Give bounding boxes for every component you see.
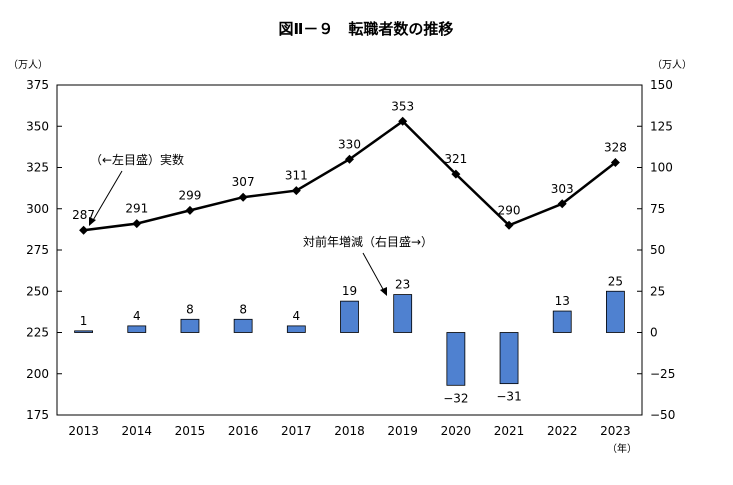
bar: [127, 325, 147, 333]
right-tick-label: 75: [650, 202, 665, 216]
left-axis-unit: （万人）: [8, 59, 48, 71]
right-tick-label: 100: [650, 161, 673, 175]
bar-annotation-arrow: [362, 252, 385, 292]
x-tick-label: 2022: [547, 424, 578, 438]
line-series: [79, 116, 620, 235]
left-tick-label: 300: [26, 202, 49, 216]
x-tick-label: 2020: [441, 424, 472, 438]
line-point: [610, 158, 620, 168]
line-annotation-arrow: [91, 170, 123, 223]
bar-value-label: 1: [80, 314, 88, 328]
line-value-label: 303: [551, 182, 574, 196]
x-tick-label: 2015: [175, 424, 206, 438]
bar: [446, 332, 466, 386]
x-tick-label: 2021: [494, 424, 525, 438]
left-tick-label: 175: [26, 408, 49, 422]
line-annotation: （←左目盛）実数: [89, 152, 184, 226]
x-tick-label: 2017: [281, 424, 312, 438]
right-tick-label: 150: [650, 78, 673, 92]
line-point: [185, 205, 195, 215]
line-point: [238, 192, 248, 202]
x-axis: 2013 2014 2015 2016 2017 2018 2019 2020 2021 2022…: [68, 424, 630, 438]
right-axis: −50 −25 0 25 50 75 100 125 150: [637, 78, 675, 422]
bar-annotation: 対前年増減（右目盛→）: [303, 234, 433, 296]
right-tick-label: 125: [650, 119, 673, 133]
chart-title: 図Ⅱ－９ 転職者数の推移: [279, 20, 454, 38]
bar-annotation-arrowhead: [380, 287, 387, 296]
bar-value-label: 19: [342, 284, 357, 298]
line-annotation-text: （←左目盛）実数: [90, 152, 184, 167]
right-tick-label: −25: [650, 367, 675, 381]
bar: [74, 330, 93, 333]
left-tick-label: 200: [26, 367, 49, 381]
right-tick-label: 50: [650, 243, 665, 257]
left-tick-label: 275: [26, 243, 49, 257]
line-value-label: 299: [179, 188, 202, 202]
x-tick-label: 2023: [600, 424, 631, 438]
line-value-label: 307: [232, 175, 255, 189]
line-point: [504, 220, 514, 230]
left-tick-label: 225: [26, 326, 49, 340]
bar-annotation-text: 対前年増減（右目盛→）: [303, 234, 433, 249]
bar: [180, 318, 200, 333]
right-axis-unit: （万人）: [652, 59, 692, 71]
x-axis-unit: （年）: [607, 442, 637, 455]
line-point: [398, 116, 408, 126]
bar-value-label: −32: [443, 391, 468, 405]
left-tick-label: 350: [26, 119, 49, 133]
bar-value-label: 4: [133, 309, 141, 323]
line-point: [557, 199, 567, 209]
bar-value-label: 13: [555, 294, 570, 308]
bar: [499, 332, 519, 385]
line-value-label: 290: [498, 203, 521, 217]
bar-value-label: 8: [239, 302, 247, 316]
bar: [393, 294, 413, 333]
right-tick-label: 0: [650, 326, 658, 340]
line-point: [291, 186, 301, 196]
x-tick-label: 2018: [334, 424, 365, 438]
line-point: [132, 219, 142, 229]
plot-frame: [56, 84, 643, 416]
line-value-label: 291: [125, 202, 148, 216]
bar: [286, 325, 306, 333]
line-value-label: 321: [444, 152, 467, 166]
bar-value-label: 8: [186, 302, 194, 316]
bar: [340, 300, 359, 333]
bar-value-label: 4: [292, 309, 300, 323]
x-tick-label: 2013: [68, 424, 99, 438]
line-annotation-arrowhead: [89, 217, 96, 226]
right-tick-label: 25: [650, 284, 665, 298]
line-point: [345, 154, 354, 164]
left-tick-label: 250: [26, 284, 49, 298]
line-value-label: 328: [604, 141, 627, 155]
line-point: [451, 169, 461, 179]
left-axis: 175 200 225 250 275 300 325 350 375: [26, 78, 62, 422]
left-tick-label: 325: [26, 161, 49, 175]
line-value-label: 353: [391, 99, 414, 113]
line-value-label: 330: [338, 137, 361, 151]
bar-value-label: −31: [496, 390, 521, 404]
bar-series: [74, 290, 625, 386]
bar: [552, 310, 572, 333]
bar: [606, 290, 625, 333]
bar: [233, 318, 253, 333]
x-tick-label: 2019: [387, 424, 418, 438]
line-point: [79, 225, 89, 235]
left-tick-label: 375: [26, 78, 49, 92]
line-value-label: 311: [285, 169, 308, 183]
bar-value-label: 25: [608, 274, 623, 288]
x-tick-label: 2014: [121, 424, 152, 438]
right-tick-label: −50: [650, 408, 675, 422]
x-tick-label: 2016: [228, 424, 259, 438]
bar-value-label: 23: [395, 278, 410, 292]
